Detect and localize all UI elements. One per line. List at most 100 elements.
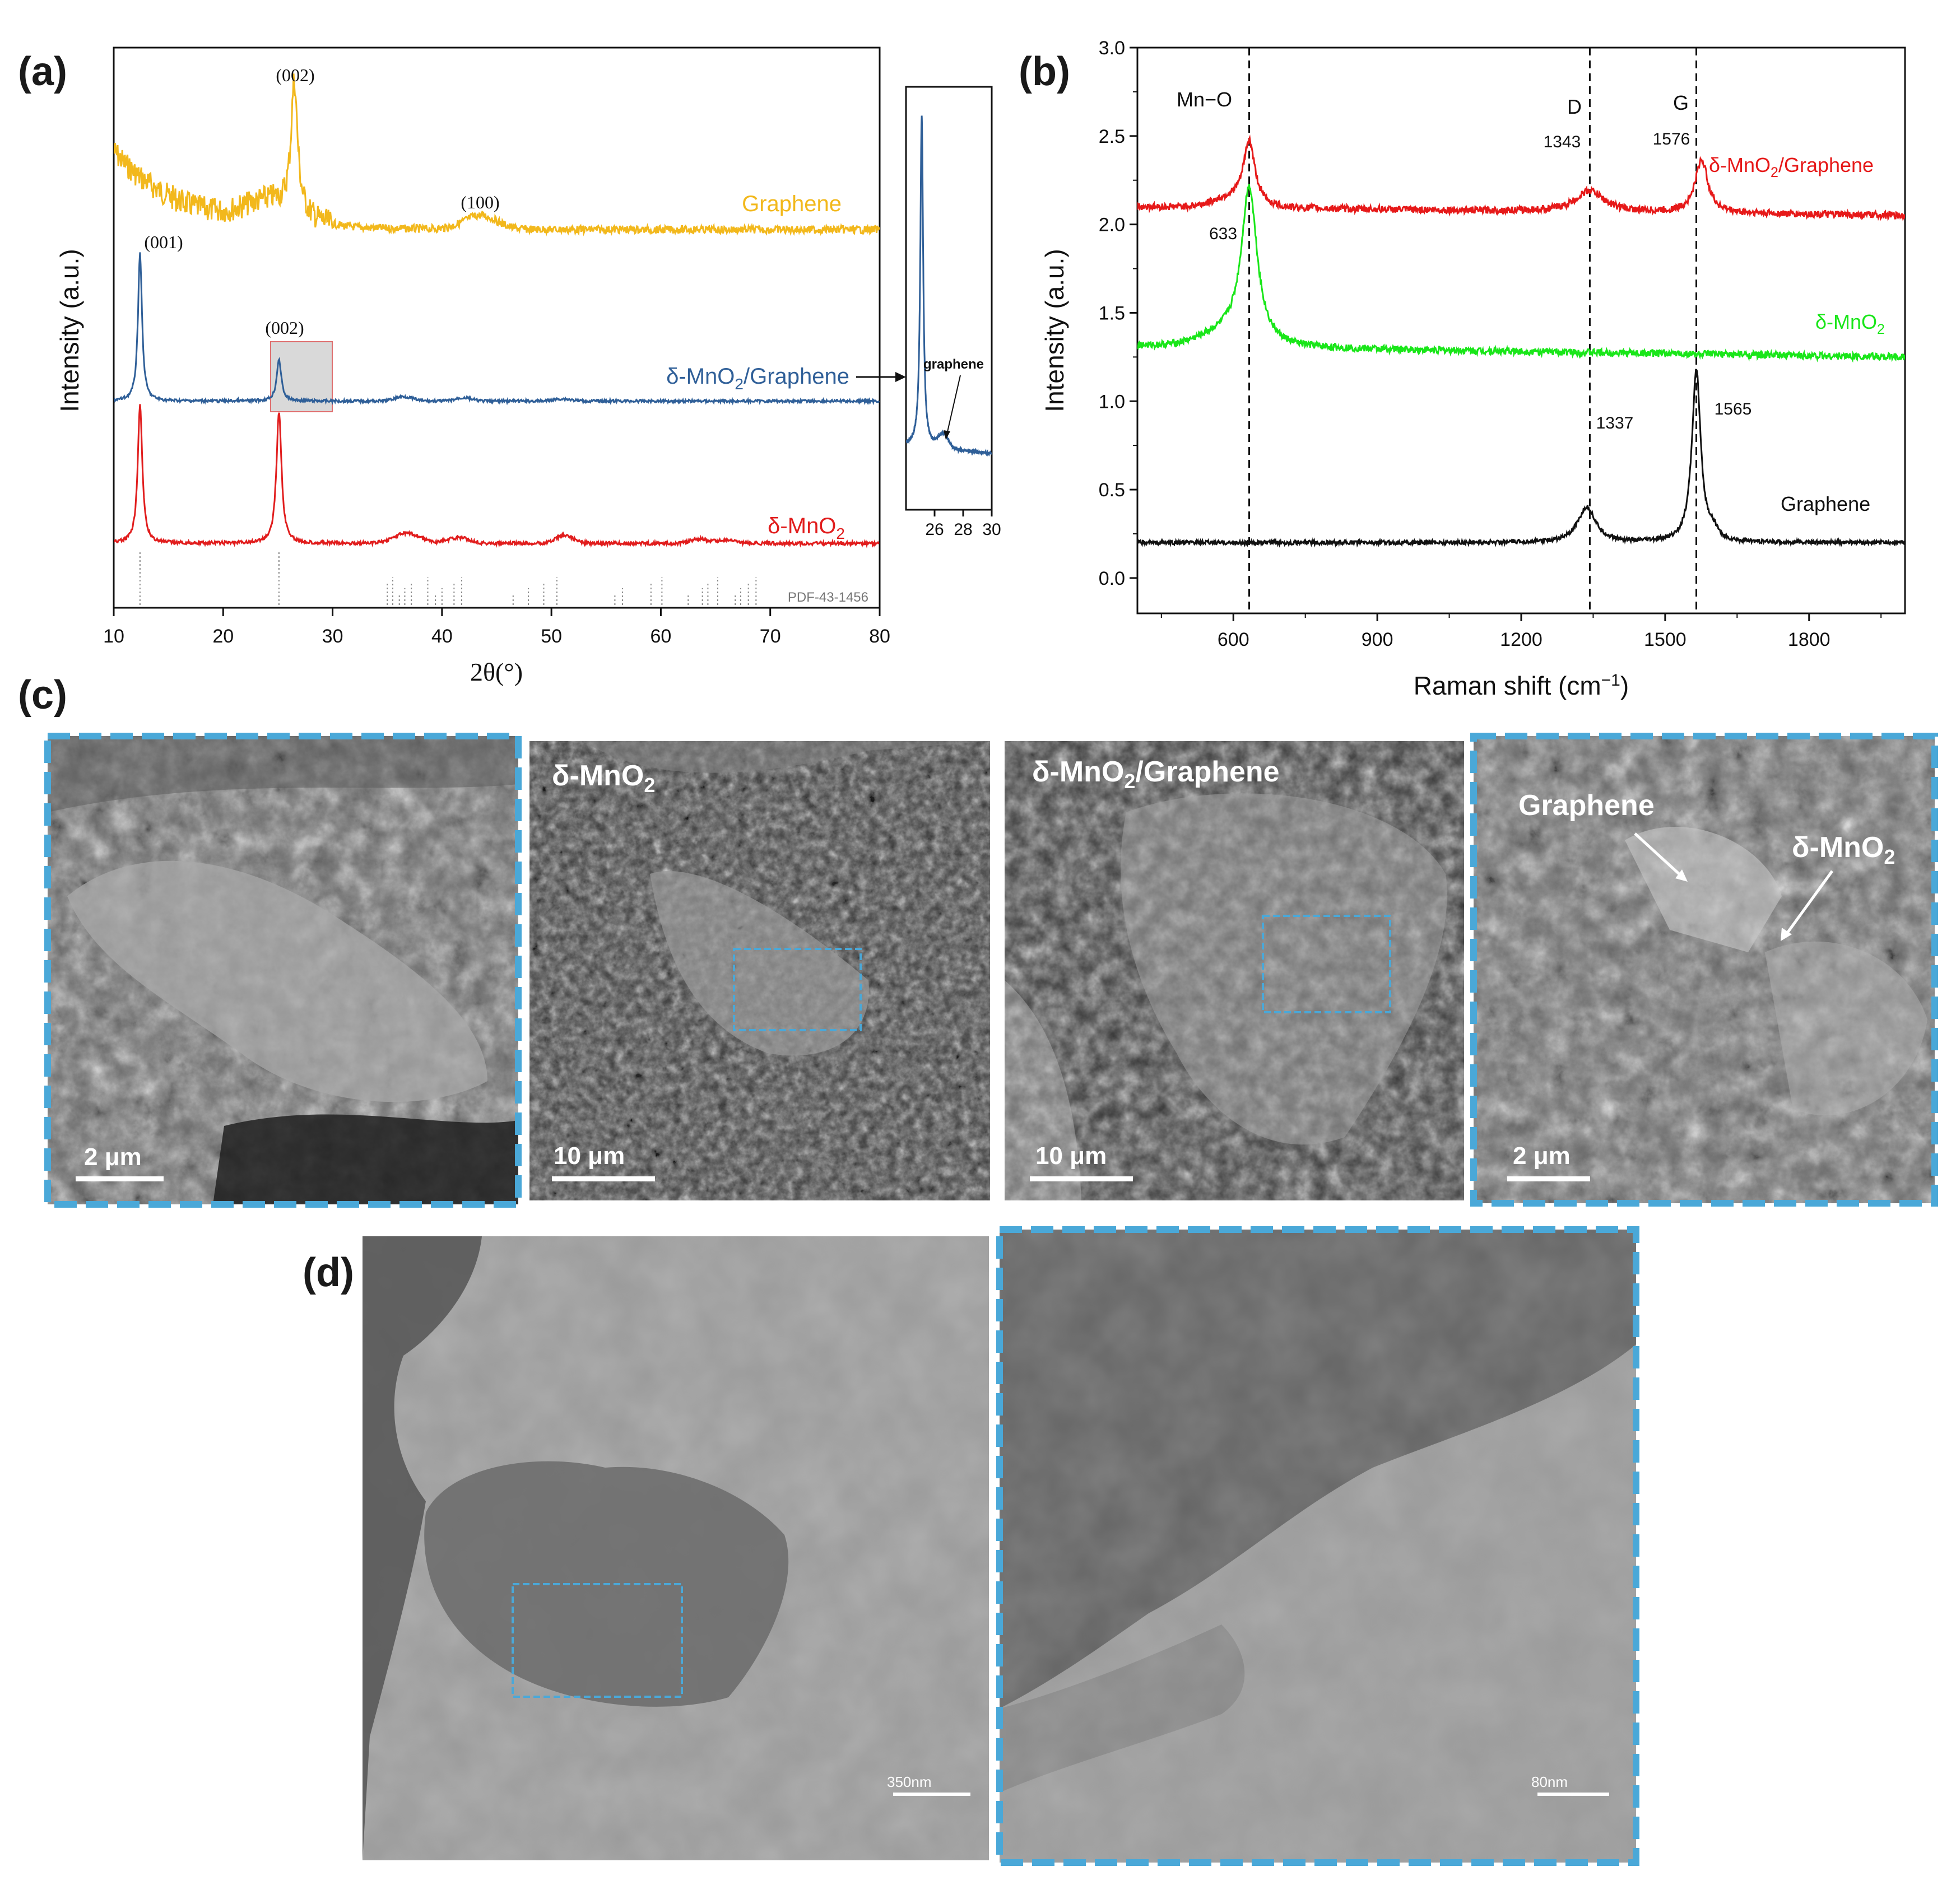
xrd-line-composite bbox=[114, 252, 880, 406]
sem-image-1: 2 μm bbox=[44, 733, 522, 1208]
raman-x-tick-label: 1500 bbox=[1644, 629, 1686, 650]
sem-image-1-shadow bbox=[213, 1114, 518, 1204]
panel-a: (a) 10 20 30 40 50 60 70 80 (002) (100) (001) (… bbox=[18, 46, 1001, 686]
raman-label-g: G bbox=[1673, 91, 1689, 114]
sem-image-4: Graphene δ-MnO2 2 μm bbox=[1470, 733, 1938, 1207]
xrd-line-graphene bbox=[114, 73, 880, 237]
xrd-line-mno2 bbox=[114, 404, 880, 548]
raman-x-tick-label: 1800 bbox=[1788, 629, 1830, 650]
panel-label-a: (a) bbox=[18, 49, 67, 94]
tem-scale-label-1: 350nm bbox=[887, 1773, 932, 1790]
raman-label-mno: Mn−O bbox=[1177, 88, 1232, 111]
sem-image-2-top bbox=[583, 741, 990, 773]
raman-y-tick-label: 1.5 bbox=[1099, 302, 1125, 324]
scale-bar-3 bbox=[1030, 1176, 1133, 1181]
raman-series-label-mno2: δ-MnO2 bbox=[1815, 310, 1885, 337]
raman-label-d: D bbox=[1567, 95, 1582, 118]
raman-series-label-composite: δ-MnO2/Graphene bbox=[1709, 153, 1874, 180]
peak-label-graphene-002: (002) bbox=[276, 65, 314, 85]
tem-image-1-zoom-box bbox=[512, 1583, 683, 1698]
sem-image-3-left bbox=[1005, 980, 1081, 1200]
raman-peak-1576: 1576 bbox=[1653, 130, 1690, 148]
panel-d: (d) 350nm 80nm bbox=[303, 1226, 1639, 1866]
sem-arrowhead-graphene bbox=[1675, 869, 1688, 882]
raman-y-tick-label: 3.0 bbox=[1099, 38, 1125, 59]
raman-y-tick-label: 0.0 bbox=[1099, 568, 1125, 589]
xrd-axes-frame bbox=[113, 46, 881, 609]
sem-image-4-graphene-sheet bbox=[1625, 827, 1782, 952]
xrd-inset-frame bbox=[905, 86, 993, 511]
xrd-x-tick-label: 20 bbox=[212, 626, 234, 647]
reference-pdf-label: PDF-43-1456 bbox=[788, 590, 868, 605]
scale-label-2: 10 μm bbox=[554, 1142, 625, 1170]
panel-b: (b) 600 900 1200 1500 1800 0.0 0.5 1.0 1.5 2.0 2.5… bbox=[1019, 38, 1906, 700]
raman-curves bbox=[1137, 134, 1905, 548]
scale-bar-2 bbox=[552, 1176, 655, 1181]
xrd-curves bbox=[114, 73, 880, 548]
tem-image-2-border bbox=[996, 1226, 1639, 1866]
sem-arrow-graphene bbox=[1634, 832, 1682, 877]
inset-annotation-graphene: graphene bbox=[923, 357, 984, 372]
series-label-mno2: δ-MnO2 bbox=[768, 514, 845, 542]
sem-image-2-flake bbox=[650, 870, 869, 1056]
raman-peak-1337: 1337 bbox=[1596, 414, 1634, 432]
inset-x-tick-label: 30 bbox=[982, 520, 1001, 539]
scale-label-3: 10 μm bbox=[1035, 1142, 1107, 1170]
sem-image-2-title: δ-MnO2 bbox=[552, 760, 655, 797]
xrd-x-ticks: 10 20 30 40 50 60 70 80 bbox=[103, 608, 890, 647]
raman-line-0 bbox=[1137, 134, 1905, 222]
tem-image-2-texture bbox=[1000, 1230, 1636, 1863]
xrd-x-axis-label: 2θ(°) bbox=[470, 658, 523, 686]
raman-line-1 bbox=[1137, 184, 1905, 363]
xrd-x-tick-label: 60 bbox=[651, 626, 672, 647]
sem-arrow-label-graphene: Graphene bbox=[1518, 789, 1655, 822]
sem-image-3: δ-MnO2/Graphene 10 μm bbox=[1005, 741, 1464, 1200]
xrd-x-tick-label: 30 bbox=[322, 626, 343, 647]
xrd-y-axis-label: Intensity (a.u.) bbox=[55, 249, 84, 412]
sem-image-3-flake bbox=[1121, 793, 1447, 1145]
sem-image-2: δ-MnO2 10 μm bbox=[529, 741, 990, 1200]
panel-label-b: (b) bbox=[1019, 49, 1070, 94]
raman-line-2 bbox=[1137, 369, 1905, 548]
raman-ticks: 600 900 1200 1500 1800 0.0 0.5 1.0 1.5 2.0 2.5 3.0 bbox=[1099, 38, 1882, 650]
peak-label-composite-001: (001) bbox=[144, 232, 183, 252]
raman-x-axis-label: Raman shift (cm−1) bbox=[1414, 671, 1629, 700]
sem-image-3-title: δ-MnO2/Graphene bbox=[1032, 756, 1280, 793]
tem-image-1: 350nm bbox=[363, 1236, 989, 1860]
raman-peak-1343: 1343 bbox=[1544, 133, 1581, 151]
tem-image-1-dark-edge bbox=[363, 1236, 482, 1860]
scale-label-4: 2 μm bbox=[1513, 1142, 1571, 1170]
sem-image-1-flake bbox=[67, 860, 487, 1102]
xrd-x-tick-label: 50 bbox=[541, 626, 562, 647]
raman-vlines bbox=[1248, 48, 1698, 613]
xrd-x-tick-label: 80 bbox=[869, 626, 890, 647]
series-label-graphene: Graphene bbox=[742, 192, 842, 216]
peak-label-graphene-100: (100) bbox=[461, 192, 499, 212]
sem-arrowhead-mno2 bbox=[1781, 928, 1792, 941]
peak-label-composite-002: (002) bbox=[265, 318, 304, 338]
tem-scale-bar-1 bbox=[893, 1793, 970, 1796]
raman-y-tick-label: 2.0 bbox=[1099, 215, 1125, 236]
xrd-x-tick-label: 70 bbox=[760, 626, 781, 647]
sem-image-3-zoom-box bbox=[1262, 915, 1391, 1013]
series-label-composite: δ-MnO2/Graphene bbox=[666, 364, 849, 393]
scale-bar-1 bbox=[76, 1176, 164, 1181]
raman-peak-1565: 1565 bbox=[1715, 400, 1752, 418]
tem-scale-label-2: 80nm bbox=[1531, 1773, 1568, 1790]
tem-image-2: 80nm bbox=[996, 1226, 1639, 1866]
sem-arrow-mno2 bbox=[1785, 870, 1834, 935]
xrd-x-tick-label: 10 bbox=[103, 626, 124, 647]
xrd-inset-ticks: 26 28 30 bbox=[925, 510, 1001, 539]
raman-series-label-graphene: Graphene bbox=[1781, 492, 1870, 515]
tem-scale-bar-2 bbox=[1537, 1793, 1609, 1796]
sem-image-1-border bbox=[44, 733, 522, 1208]
raman-peak-633: 633 bbox=[1209, 225, 1237, 243]
inset-x-tick-label: 28 bbox=[954, 520, 972, 539]
raman-y-axis-label: Intensity (a.u.) bbox=[1040, 249, 1069, 412]
xrd-reference-lines bbox=[139, 552, 757, 605]
sem-image-2-zoom-box bbox=[733, 948, 862, 1031]
panel-c: (c) 2 μm δ-MnO2 10 μm bbox=[18, 673, 1938, 1208]
sem-image-1-top bbox=[48, 736, 518, 812]
raman-y-tick-label: 2.5 bbox=[1099, 126, 1125, 147]
